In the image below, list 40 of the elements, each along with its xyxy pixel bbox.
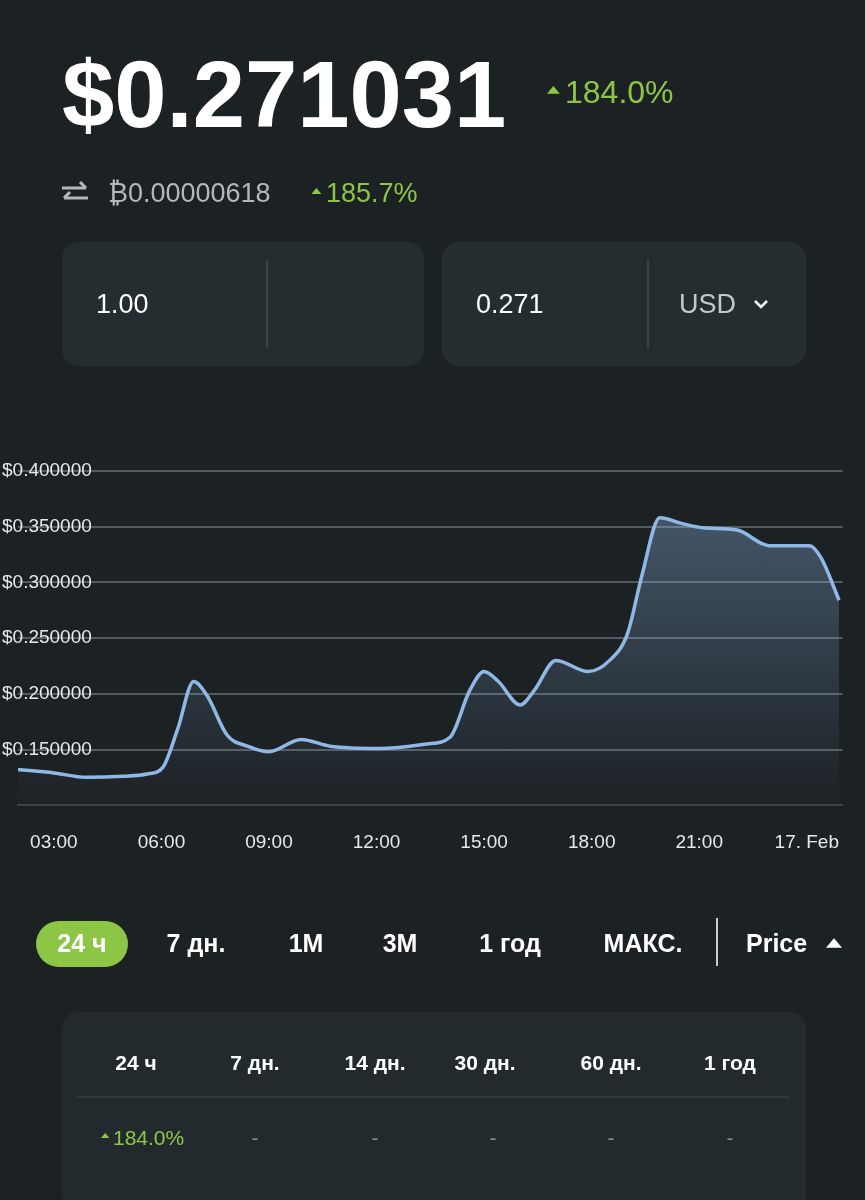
text: 14 дн.: [344, 1050, 406, 1076]
text: 30 дн.: [454, 1050, 516, 1076]
text: 184.0%: [113, 1125, 185, 1151]
x-tick-label: 21:00: [675, 830, 723, 852]
text: ₿0.00000618: [108, 176, 271, 209]
x-tick-label: 17. Feb: [774, 830, 839, 852]
y-tick-label: $0.250000: [2, 626, 92, 648]
text: USD: [679, 287, 737, 320]
text: 1 год: [704, 1050, 756, 1076]
text: 7 дн.: [166, 928, 226, 958]
text: МАКС.: [603, 928, 683, 958]
x-tick-label: 03:00: [30, 830, 78, 852]
y-tick-label: $0.200000: [2, 682, 92, 704]
text: 1 год: [479, 928, 541, 958]
text: 1.00: [96, 287, 149, 320]
text: 24 ч: [57, 928, 107, 958]
y-tick-label: $0.300000: [2, 570, 92, 592]
x-tick-label: 18:00: [567, 830, 616, 852]
text: 24 ч: [115, 1050, 157, 1076]
text: -: [489, 1125, 497, 1151]
text: -: [371, 1125, 379, 1151]
chart-title: $0.271031: [62, 41, 507, 149]
y-tick-label: $0.150000: [2, 737, 92, 759]
x-tick-label: 06:00: [137, 830, 186, 852]
text: -: [726, 1125, 734, 1151]
text: 0.271: [476, 287, 544, 320]
text: Price: [746, 928, 808, 958]
y-tick-label: $0.350000: [2, 514, 92, 536]
text: -: [607, 1125, 615, 1151]
y-tick-label: $0.400000: [2, 459, 92, 481]
x-tick-label: 12:00: [352, 830, 401, 852]
text: 60 дн.: [580, 1050, 642, 1076]
text: 1M: [288, 928, 324, 958]
x-tick-label: 09:00: [245, 830, 293, 852]
x-tick-label: 15:00: [460, 830, 508, 852]
text: 184.0%: [565, 72, 674, 111]
text: 185.7%: [326, 176, 418, 209]
text: 7 дн.: [230, 1050, 280, 1076]
text: 3M: [382, 928, 418, 958]
text: -: [251, 1125, 259, 1151]
